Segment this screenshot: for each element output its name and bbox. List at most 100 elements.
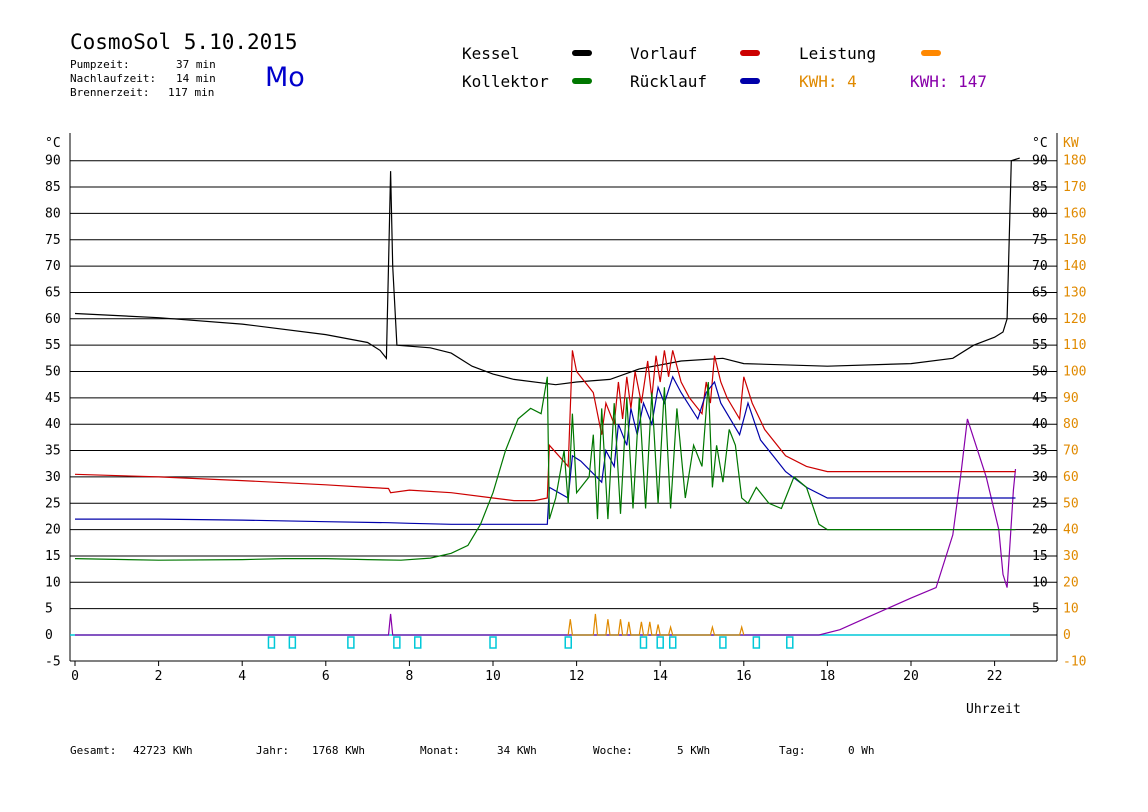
y-tick-right-temp: 75 [1032, 233, 1048, 248]
baseline-marker [288, 636, 297, 649]
legend-kessel-swatch [572, 50, 592, 56]
y-tick-right-temp: 35 [1032, 444, 1048, 459]
y-tick-right-temp: 50 [1032, 365, 1048, 380]
y-tick-right-temp: 15 [1032, 549, 1048, 564]
y-tick-left: 40 [45, 417, 61, 432]
y-tick-right-power: 30 [1063, 549, 1079, 564]
y-axis-unit-right: °C [1032, 136, 1048, 151]
y-tick-left: 10 [45, 575, 61, 590]
legend-kwh-purple: KWH: 147 [910, 72, 988, 91]
y-tick-right-power: 150 [1063, 233, 1086, 248]
y-tick-left: -5 [45, 654, 61, 669]
y-tick-right-power: 140 [1063, 259, 1086, 274]
baseline-marker [564, 636, 572, 649]
y-tick-left: 20 [45, 523, 61, 538]
y-tick-right-temp: 90 [1032, 154, 1048, 169]
footer-tag-label: Tag: [779, 744, 806, 757]
legend-kessel-label: Kessel [462, 44, 520, 63]
y-tick-left: 65 [45, 285, 61, 300]
legend-leistung-label: Leistung [799, 44, 877, 63]
y-tick-right-temp: 45 [1032, 391, 1048, 406]
series-kessel [74, 157, 1020, 386]
footer-gesamt-value: 42723 KWh [133, 744, 193, 757]
x-tick-label: 10 [485, 669, 501, 684]
y-tick-right-power: 10 [1063, 602, 1079, 617]
y-tick-right-power: 130 [1063, 285, 1086, 300]
y-tick-left: 50 [45, 365, 61, 380]
y-tick-right-temp: 40 [1032, 417, 1048, 432]
y-tick-left: 45 [45, 391, 61, 406]
series-kwh-147 [75, 418, 1017, 636]
y-axis-unit-left: °C [45, 136, 61, 151]
x-tick-label: 12 [569, 669, 585, 684]
series-kwh-4 [567, 613, 745, 636]
legend-leistung-swatch [921, 50, 941, 56]
baseline-marker [752, 636, 761, 649]
y-tick-right-temp: 5 [1032, 602, 1040, 617]
legend-ruecklauf-swatch [740, 78, 760, 84]
y-tick-left: 70 [45, 259, 61, 274]
x-tick-label: 4 [238, 669, 246, 684]
footer-gesamt-label: Gesamt: [70, 744, 117, 757]
y-tick-right-temp: 85 [1032, 180, 1048, 195]
series-kollektor [74, 376, 1016, 561]
x-tick-label: 0 [71, 669, 79, 684]
y-tick-right-power: 100 [1063, 365, 1086, 380]
legend-vorlauf-label: Vorlauf [630, 44, 698, 63]
x-tick-label: 20 [903, 669, 919, 684]
y-tick-left: 30 [45, 470, 61, 485]
y-tick-left: 80 [45, 206, 61, 221]
y-tick-right-power: 90 [1063, 391, 1079, 406]
legend-kollektor-swatch [572, 78, 592, 84]
footer-woche-value: 5 KWh [677, 744, 711, 757]
y-tick-left: 90 [45, 154, 61, 169]
x-tick-label: 16 [736, 669, 752, 684]
footer-jahr-value: 1768 KWh [312, 744, 365, 757]
x-tick-label: 14 [652, 669, 668, 684]
stat-nachlaufzeit-value: 14 min [176, 72, 216, 85]
y-tick-right-power: 0 [1063, 628, 1071, 643]
footer-monat-value: 34 KWh [497, 744, 537, 757]
y-tick-left: 25 [45, 496, 61, 511]
y-tick-right-power: 120 [1063, 312, 1086, 327]
x-axis-title: Uhrzeit [966, 702, 1021, 717]
y-tick-right-power: 180 [1063, 154, 1086, 169]
y-tick-right-power: -10 [1063, 654, 1086, 669]
stat-pumpzeit-label: Pumpzeit: [70, 58, 130, 71]
stat-brennerzeit-value: 117 min [168, 86, 215, 99]
baseline-marker [267, 636, 276, 649]
y-tick-right-power: 70 [1063, 444, 1079, 459]
baseline-marker [639, 636, 648, 649]
x-tick-label: 2 [155, 669, 163, 684]
baseline-marker [414, 636, 422, 649]
y-tick-right-power: 50 [1063, 496, 1079, 511]
x-tick-label: 22 [987, 669, 1003, 684]
stat-pumpzeit-value: 37 min [176, 58, 216, 71]
y-tick-right-temp: 25 [1032, 496, 1048, 511]
y-tick-right-temp: 60 [1032, 312, 1048, 327]
y-tick-left: 60 [45, 312, 61, 327]
y-tick-left: 55 [45, 338, 61, 353]
y-tick-right-power: 170 [1063, 180, 1086, 195]
baseline-marker [656, 636, 664, 649]
x-tick-label: 6 [322, 669, 330, 684]
y-tick-right-temp: 80 [1032, 206, 1048, 221]
x-tick-label: 8 [405, 669, 413, 684]
footer-tag-value: 0 Wh [848, 744, 875, 757]
y-tick-left: 15 [45, 549, 61, 564]
stat-nachlaufzeit-label: Nachlaufzeit: [70, 72, 157, 85]
weekday-label: Mo [265, 62, 305, 93]
legend-ruecklauf-label: Rücklauf [630, 72, 708, 91]
y-tick-right-temp: 55 [1032, 338, 1048, 353]
legend-kollektor-label: Kollektor [462, 72, 549, 91]
footer-jahr-label: Jahr: [256, 744, 290, 757]
baseline-marker [347, 636, 355, 649]
baseline-marker [719, 636, 727, 649]
legend-vorlauf-swatch [740, 50, 760, 56]
footer-woche-label: Woche: [593, 744, 633, 757]
y-axis-unit-power: KW [1063, 136, 1079, 151]
y-tick-right-temp: 70 [1032, 259, 1048, 274]
footer-monat-label: Monat: [420, 744, 460, 757]
y-tick-right-power: 20 [1063, 575, 1079, 590]
